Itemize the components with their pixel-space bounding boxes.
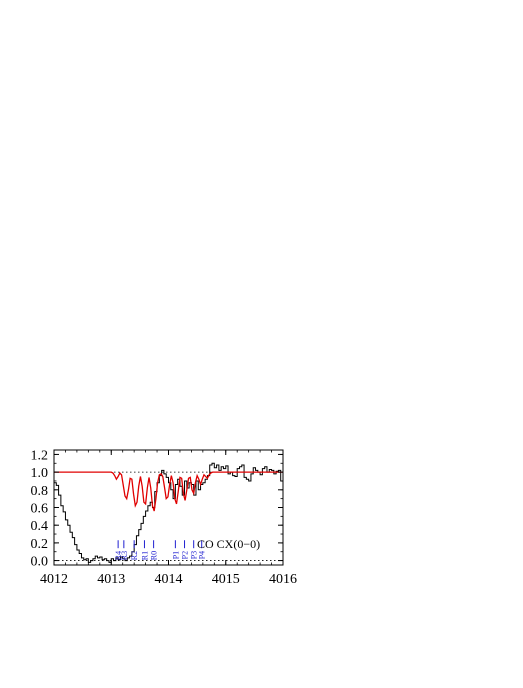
y-tick-label: 0.6 bbox=[31, 502, 49, 517]
x-tick-label: 4012 bbox=[40, 572, 68, 587]
line-id-label-r2: R2 bbox=[130, 551, 139, 560]
y-axis: 0.0 0.2 0.4 0.6 0.8 1.0 1.2 bbox=[31, 448, 283, 570]
plot-area bbox=[54, 462, 283, 563]
model-spectrum-line bbox=[54, 471, 283, 512]
y-tick-label: 0.0 bbox=[31, 555, 49, 570]
line-id-label-p1: P1 bbox=[171, 551, 180, 559]
line-id-label-r0: R0 bbox=[150, 551, 159, 560]
series-layer bbox=[54, 462, 283, 563]
line-id-label-p4: P4 bbox=[198, 551, 207, 559]
line-id-label-p2: P2 bbox=[181, 551, 190, 559]
x-tick-label: 4016 bbox=[269, 572, 297, 587]
observed-spectrum-line bbox=[54, 462, 283, 563]
y-tick-label: 1.0 bbox=[31, 466, 49, 481]
line-id-label-r3: R3 bbox=[120, 551, 129, 560]
chart-annotation: CO CX(0−0) bbox=[197, 537, 260, 551]
x-tick-label: 4014 bbox=[155, 572, 183, 587]
x-tick-label: 4013 bbox=[97, 572, 125, 587]
y-tick-label: 0.2 bbox=[31, 537, 49, 552]
y-tick-label: 0.8 bbox=[31, 484, 49, 499]
line-id-label-p3: P3 bbox=[190, 551, 199, 559]
x-axis: 4012 4013 4014 4015 4016 bbox=[40, 450, 297, 587]
y-tick-label: 1.2 bbox=[31, 448, 49, 463]
line-id-label-r1: R1 bbox=[140, 551, 149, 560]
x-tick-label: 4015 bbox=[212, 572, 240, 587]
line-id-label-r4: R4 bbox=[114, 551, 123, 560]
y-tick-label: 0.4 bbox=[31, 519, 49, 534]
